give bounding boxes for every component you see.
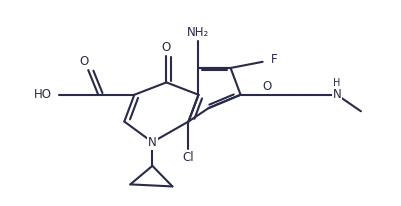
Text: HO: HO	[34, 88, 52, 101]
Text: O: O	[79, 55, 89, 68]
Text: F: F	[271, 53, 278, 66]
Text: H: H	[333, 78, 340, 88]
Text: N: N	[148, 136, 157, 149]
Text: NH₂: NH₂	[187, 26, 210, 40]
Text: O: O	[162, 41, 171, 54]
Text: N: N	[332, 88, 341, 101]
Text: Cl: Cl	[183, 151, 194, 164]
Text: O: O	[262, 80, 271, 93]
